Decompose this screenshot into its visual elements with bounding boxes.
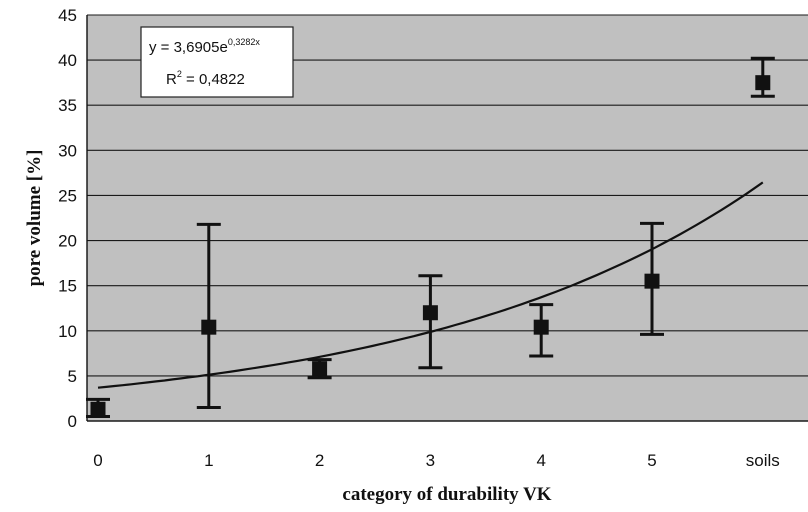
data-point xyxy=(201,319,217,335)
y-tick-label: 45 xyxy=(58,6,77,25)
y-tick-label: 5 xyxy=(68,367,77,386)
x-tick-label: 3 xyxy=(426,451,435,470)
y-axis-title: pore volume [%] xyxy=(24,150,45,287)
equation-box: y = 3,6905e0,3282x R2 = 0,4822 xyxy=(140,26,294,98)
data-point xyxy=(755,75,771,91)
data-markers xyxy=(90,75,771,417)
y-tick-label: 35 xyxy=(58,96,77,115)
y-tick-labels: 0 5 10 15 20 25 30 35 40 45 xyxy=(58,6,77,431)
svg-text:R2 = 0,4822: R2 = 0,4822 xyxy=(166,69,245,88)
r2-value: = 0,4822 xyxy=(182,71,245,88)
x-tick-label: 4 xyxy=(536,451,545,470)
x-tick-label: 5 xyxy=(647,451,656,470)
r2-label: R xyxy=(166,71,177,88)
r2-superscript: 2 xyxy=(177,69,182,79)
y-tick-label: 20 xyxy=(58,232,77,251)
y-tick-label: 25 xyxy=(58,186,77,205)
x-tick-label: 2 xyxy=(315,451,324,470)
x-tick-labels: 0 1 2 3 4 5 soils xyxy=(93,451,780,470)
y-tick-label: 30 xyxy=(58,141,77,160)
y-tick-label: 15 xyxy=(58,277,77,296)
equation-exponent: 0,3282x xyxy=(228,37,261,47)
data-point xyxy=(533,319,549,335)
data-point xyxy=(90,401,106,417)
x-tick-label: 1 xyxy=(204,451,213,470)
y-tick-label: 40 xyxy=(58,51,77,70)
data-point xyxy=(644,273,660,289)
x-tick-label: soils xyxy=(746,451,780,470)
data-point xyxy=(422,305,438,321)
y-tick-label: 0 xyxy=(68,412,77,431)
svg-text:y = 3,6905e0,3282x: y = 3,6905e0,3282x xyxy=(149,37,260,56)
x-axis-title: category of durability VK xyxy=(342,484,551,505)
data-point xyxy=(312,361,328,377)
y-tick-label: 10 xyxy=(58,322,77,341)
x-tick-label: 0 xyxy=(93,451,102,470)
equation-text: y = 3,6905e xyxy=(149,39,228,56)
